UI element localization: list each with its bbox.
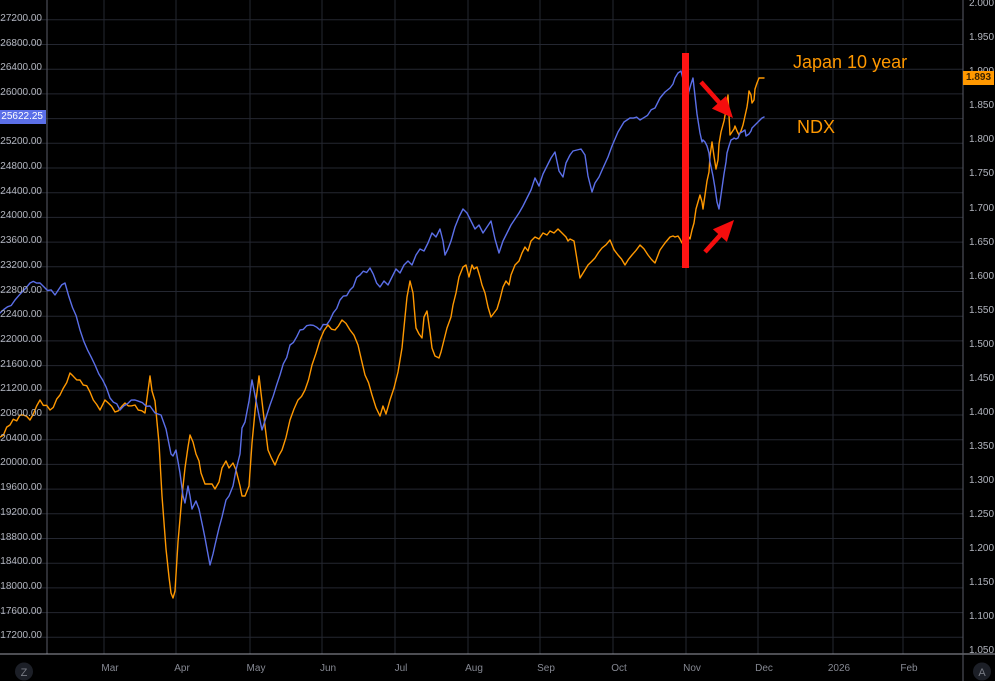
svg-text:A: A <box>978 667 986 679</box>
svg-text:Z: Z <box>21 667 28 679</box>
